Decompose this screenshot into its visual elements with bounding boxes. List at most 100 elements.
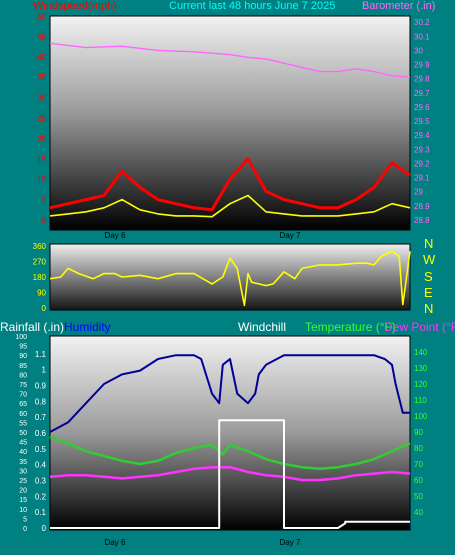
rainfall-axis-label: Rainfall (.in) bbox=[0, 320, 65, 334]
barometer-tick-label: 29.6 bbox=[414, 103, 430, 112]
direction-tick-label: 270 bbox=[33, 258, 47, 267]
barometer-tick-label: 29.9 bbox=[414, 61, 430, 70]
barometer-axis-label: Barometer (.in) bbox=[362, 0, 436, 12]
windspeed-line bbox=[49, 157, 411, 212]
humidity-tick-label: 95 bbox=[19, 344, 27, 351]
humidity-tick-label: 55 bbox=[19, 420, 27, 427]
direction-tick-label: 90 bbox=[37, 289, 46, 298]
barometer-tick-label: 30.2 bbox=[414, 18, 430, 27]
humidity-tick-label: 35 bbox=[19, 459, 27, 466]
compass-n-bottom: N bbox=[424, 301, 434, 316]
windspeed-tick-label: 5 bbox=[42, 196, 47, 205]
direction-tick-label: 0 bbox=[42, 304, 47, 313]
humidity-tick-label: 20 bbox=[19, 488, 27, 495]
humidity-tick-label: 45 bbox=[19, 440, 27, 447]
humidity-tick-label: 85 bbox=[19, 363, 27, 370]
temperature-tick-label: 100 bbox=[414, 412, 428, 421]
temperature-axis-label: Temperature (°F) bbox=[305, 320, 396, 334]
barometer-tick-label: 29.8 bbox=[414, 75, 430, 84]
temperature-tick-label: 50 bbox=[414, 492, 423, 501]
barometer-tick-label: 30 bbox=[414, 46, 423, 55]
rainfall-tick-label: 0.5 bbox=[35, 445, 47, 454]
rainfall-tick-label: 0.4 bbox=[35, 461, 47, 470]
compass-w: W bbox=[423, 252, 436, 267]
rainfall-tick-label: 0 bbox=[42, 524, 47, 533]
barometer-tick-label: 29.2 bbox=[414, 159, 430, 168]
compass-e: E bbox=[424, 285, 433, 300]
rainfall-tick-label: 1 bbox=[42, 366, 47, 375]
temperature-tick-label: 90 bbox=[414, 428, 423, 437]
windspeed-tick-label: 40 bbox=[37, 53, 46, 62]
windspeed-tick-label: 15 bbox=[37, 155, 46, 164]
dewpoint-line bbox=[49, 465, 411, 482]
bottom-x-tick-label: Day 7 bbox=[280, 538, 301, 547]
top-x-tick-label: Day 6 bbox=[105, 231, 126, 240]
temperature-tick-label: 40 bbox=[414, 508, 423, 517]
compass-s: S bbox=[424, 269, 433, 284]
direction-plot-area bbox=[49, 243, 411, 311]
windspeed-tick-label: 45 bbox=[37, 32, 46, 41]
humidity-tick-label: 40 bbox=[19, 449, 27, 456]
axis-ticks: 0510152025303540455028.828.92929.129.229… bbox=[15, 12, 430, 547]
series-lines bbox=[49, 42, 411, 529]
compass-n-top: N bbox=[424, 236, 434, 251]
humidity-tick-label: 0 bbox=[23, 526, 27, 533]
temperature-tick-label: 70 bbox=[414, 460, 423, 469]
rainfall-tick-label: 0.6 bbox=[35, 429, 47, 438]
windspeed-tick-label: 30 bbox=[37, 94, 46, 103]
temperature-tick-label: 110 bbox=[414, 396, 427, 405]
rainfall-tick-label: 0.7 bbox=[35, 413, 47, 422]
rainfall-tick-label: 0.8 bbox=[35, 397, 47, 406]
humidity-tick-label: 50 bbox=[19, 430, 27, 437]
rainfall-tick-label: 0.3 bbox=[35, 477, 47, 486]
barometer-tick-label: 29.1 bbox=[414, 174, 430, 183]
rainfall-tick-label: 0.9 bbox=[35, 382, 47, 391]
barometer-tick-label: 29 bbox=[414, 188, 423, 197]
humidity-line bbox=[49, 354, 410, 433]
dewpoint-axis-label: Dew Point (°F) bbox=[384, 321, 455, 333]
rainfall-tick-label: 1.1 bbox=[35, 350, 47, 359]
barometer-tick-label: 29.7 bbox=[414, 89, 430, 98]
humidity-tick-label: 75 bbox=[19, 382, 27, 389]
barometer-tick-label: 29.3 bbox=[414, 145, 430, 154]
windspeed-tick-label: 50 bbox=[37, 12, 46, 21]
top-plot-area bbox=[49, 15, 411, 231]
temperature-tick-label: 120 bbox=[414, 380, 428, 389]
barometer-tick-label: 29.4 bbox=[414, 131, 430, 140]
windchill-line bbox=[50, 419, 410, 529]
humidity-axis-label: Humidity bbox=[64, 320, 111, 334]
chart-title: Current last 48 hours June 7 2025 bbox=[169, 0, 336, 12]
humidity-tick-label: 10 bbox=[19, 507, 27, 514]
windspeed-tick-label: 25 bbox=[37, 114, 46, 123]
barometer-tick-label: 28.8 bbox=[414, 216, 430, 225]
windspeed-axis-label: Windspeed(mph) bbox=[33, 0, 117, 12]
windchill-label: Windchill bbox=[238, 320, 287, 334]
humidity-tick-label: 90 bbox=[19, 353, 27, 360]
humidity-tick-label: 70 bbox=[19, 392, 27, 399]
direction-line bbox=[49, 250, 411, 307]
bottom-x-tick-label: Day 6 bbox=[105, 538, 126, 547]
barometer-line bbox=[49, 42, 411, 78]
direction-tick-label: 180 bbox=[33, 273, 47, 282]
temperature-tick-label: 80 bbox=[414, 444, 423, 453]
top-x-tick-label: Day 7 bbox=[280, 231, 301, 240]
humidity-tick-label: 65 bbox=[19, 401, 27, 408]
windspeed-tick-label: 0 bbox=[42, 216, 47, 225]
humidity-tick-label: 30 bbox=[19, 468, 27, 475]
rainfall-tick-label: 0.2 bbox=[35, 492, 47, 501]
windspeed-tick-label: 35 bbox=[37, 73, 46, 82]
temperature-tick-label: 60 bbox=[414, 476, 423, 485]
temperature-tick-label: 130 bbox=[414, 364, 428, 373]
temperature-line bbox=[49, 435, 411, 471]
humidity-tick-label: 25 bbox=[19, 478, 27, 485]
barometer-tick-label: 30.1 bbox=[414, 32, 430, 41]
temperature-tick-label: 140 bbox=[414, 348, 428, 357]
humidity-tick-label: 60 bbox=[19, 411, 27, 418]
direction-tick-label: 360 bbox=[33, 242, 47, 251]
rainfall-tick-label: 0.1 bbox=[35, 508, 47, 517]
humidity-tick-label: 100 bbox=[15, 334, 27, 341]
barometer-tick-label: 29.5 bbox=[414, 117, 430, 126]
humidity-tick-label: 5 bbox=[23, 516, 27, 523]
humidity-tick-label: 15 bbox=[19, 497, 27, 504]
